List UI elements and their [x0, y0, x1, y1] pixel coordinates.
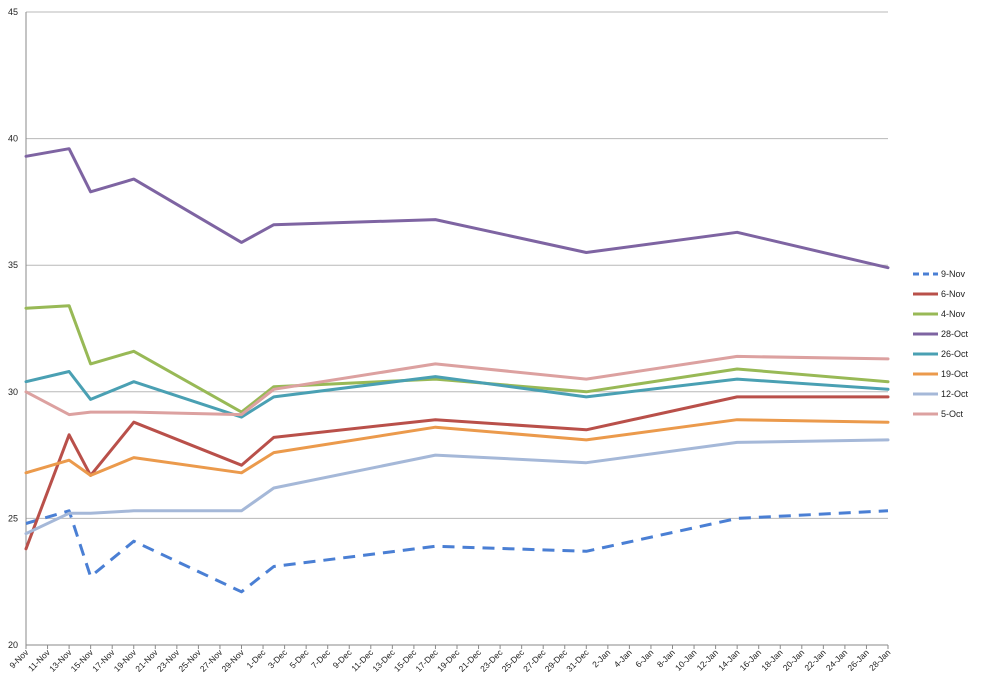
- x-tick-label: 28-Jan: [867, 647, 893, 673]
- x-tick-label: 21-Nov: [133, 647, 160, 674]
- y-tick-label: 30: [8, 387, 18, 397]
- legend-label: 28-Oct: [941, 329, 969, 339]
- series-line-19-oct: [24, 418, 890, 477]
- x-tick-label: 17-Dec: [413, 647, 440, 674]
- x-tick-label: 31-Dec: [564, 647, 591, 674]
- x-tick-label: 5-Dec: [287, 647, 311, 671]
- x-tick-label: 23-Nov: [155, 647, 182, 674]
- x-tick-label: 27-Dec: [521, 647, 548, 674]
- series-line-9-nov: [25, 509, 889, 594]
- x-tick-label: 26-Jan: [845, 647, 871, 673]
- x-tick-label: 29-Nov: [219, 647, 246, 674]
- x-tick-label: 22-Jan: [802, 647, 828, 673]
- x-tick-label: 12-Jan: [695, 647, 721, 673]
- legend-label: 19-Oct: [941, 369, 969, 379]
- x-tick-label: 7-Dec: [309, 647, 333, 671]
- series-line-28-oct: [24, 147, 890, 270]
- x-tick-label: 14-Jan: [716, 647, 742, 673]
- series-lines: [24, 147, 890, 594]
- x-tick-label: 15-Nov: [69, 647, 96, 674]
- x-tick-label: 6-Jan: [633, 647, 655, 669]
- y-tick-label: 40: [8, 134, 18, 144]
- x-tick-label: 24-Jan: [824, 647, 850, 673]
- legend-label: 6-Nov: [941, 289, 966, 299]
- series-line-4-nov: [24, 304, 890, 414]
- legend: 9-Nov 6-Nov 4-Nov 28-Oct 26-Oct 19-Oct 12-Oct 5…: [913, 269, 969, 419]
- legend-label: 4-Nov: [941, 309, 966, 319]
- x-tick-label: 29-Dec: [543, 647, 570, 674]
- x-tick-label: 19-Nov: [112, 647, 139, 674]
- x-tick-label: 15-Dec: [392, 647, 419, 674]
- y-tick-label: 45: [8, 7, 18, 17]
- series-line-26-oct: [24, 370, 890, 419]
- legend-label: 26-Oct: [941, 349, 969, 359]
- x-tick-label: 3-Dec: [266, 647, 290, 671]
- x-tick-label: 4-Jan: [612, 647, 634, 669]
- x-tick-label: 25-Nov: [176, 647, 203, 674]
- gridlines: [26, 11, 888, 646]
- series-line-5-oct: [24, 354, 890, 417]
- x-tick-label: 23-Dec: [478, 647, 505, 674]
- x-tick-label: 10-Jan: [673, 647, 699, 673]
- x-tick-label: 25-Dec: [500, 647, 527, 674]
- x-tick-label: 16-Jan: [738, 647, 764, 673]
- series-line-6-nov: [24, 395, 890, 551]
- x-tick-label: 19-Dec: [435, 647, 462, 674]
- x-tick-label: 17-Nov: [90, 647, 117, 674]
- legend-label: 9-Nov: [941, 269, 966, 279]
- y-tick-label: 25: [8, 513, 18, 523]
- x-tick-label: 13-Dec: [370, 647, 397, 674]
- legend-label: 12-Oct: [941, 389, 969, 399]
- x-tick-label: 20-Jan: [781, 647, 807, 673]
- x-tick-label: 21-Dec: [457, 647, 484, 674]
- series-line-12-oct: [24, 438, 890, 536]
- legend-label: 5-Oct: [941, 409, 964, 419]
- y-tick-label: 20: [8, 640, 18, 650]
- x-tick-label: 2-Jan: [590, 647, 612, 669]
- x-tick-label: 27-Nov: [198, 647, 225, 674]
- y-tick-label: 35: [8, 260, 18, 270]
- axes: 2025303540459-Nov11-Nov13-Nov15-Nov17-No…: [7, 7, 892, 674]
- x-tick-label: 18-Jan: [759, 647, 785, 673]
- x-tick-label: 1-Dec: [244, 647, 268, 671]
- x-tick-label: 13-Nov: [47, 647, 74, 674]
